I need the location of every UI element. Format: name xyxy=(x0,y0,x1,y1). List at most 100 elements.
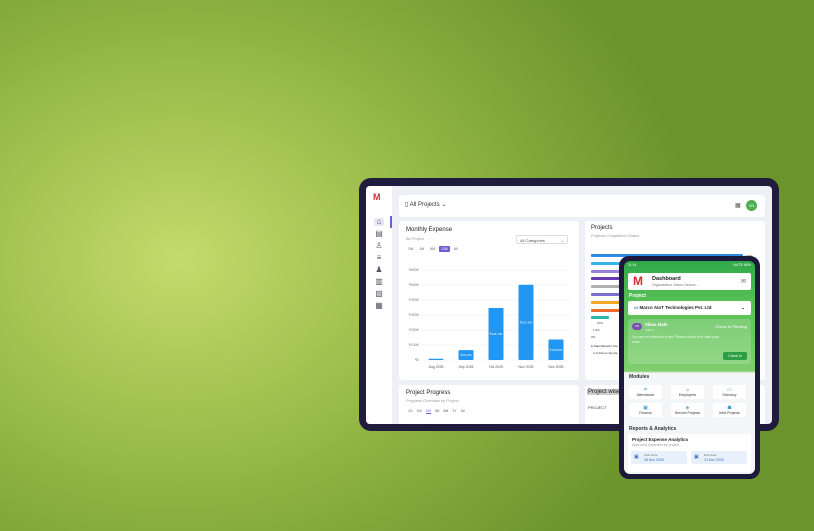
modules-title: Modules xyxy=(629,374,650,380)
bar[interactable] xyxy=(428,358,444,360)
module-attendance[interactable]: ⌗ Attendance xyxy=(629,385,662,399)
card-title: Project Progress xyxy=(406,390,451,396)
card-title: Projects xyxy=(591,225,613,231)
bar[interactable] xyxy=(518,284,534,360)
module-label: Attendance xyxy=(636,393,655,397)
logo: M xyxy=(373,192,381,202)
end-date-value: 13 Dec 2025 xyxy=(704,458,724,462)
y-tick-label: ₹600K xyxy=(409,268,420,272)
module-icon: ◈ xyxy=(685,405,690,411)
progress-range-tab[interactable]: 1W xyxy=(416,409,422,413)
grid-icon[interactable]: ▦ xyxy=(735,203,741,209)
card-subtitle: Projects Completion Status xyxy=(591,233,640,238)
bar-value-label: 1.6% xyxy=(593,328,600,332)
card-subtitle: All Project xyxy=(406,236,425,241)
bar[interactable] xyxy=(548,339,564,360)
module-employees[interactable]: ☺ Employees xyxy=(671,385,704,399)
y-tick-label: ₹0 xyxy=(415,358,419,362)
range-tab[interactable]: All xyxy=(453,247,458,251)
y-tick-label: ₹200K xyxy=(409,328,420,332)
card-subtitle: Progress Overview by Project xyxy=(406,398,459,403)
notification-icon[interactable]: ✉ xyxy=(740,279,746,285)
calendar-icon: ▣ xyxy=(634,454,639,460)
project-select[interactable]: ▭ Marco AIoT Technologies Pvt. Ltd ⌄ xyxy=(628,301,751,315)
sidebar: M ⌂ ▤ ♙ ≡ ♟ ▥ ▧ ▦ xyxy=(366,186,392,424)
column-header: PROJECT xyxy=(588,405,607,410)
y-tick-label: ₹500K xyxy=(409,283,420,287)
module-infra-projects[interactable]: ☗ Infra Projects xyxy=(713,403,746,417)
bar-data-label: ₹65.42K xyxy=(460,353,471,357)
start-date-field[interactable]: ▣ Start Date 28 Nov 2025 xyxy=(631,451,687,464)
expense-analytics-card: Project Expense Analytics Approved expen… xyxy=(628,434,751,472)
logo: M xyxy=(633,274,643,288)
project-selector-label: All Projects xyxy=(409,202,440,208)
bar-data-label: ₹501.41K xyxy=(519,320,532,324)
progress-range-tab[interactable]: 1Y xyxy=(452,409,457,413)
document-icon[interactable]: ▤ xyxy=(375,229,383,238)
start-date-label: Start Date xyxy=(644,453,658,457)
project-bar[interactable] xyxy=(591,254,743,257)
end-date-field[interactable]: ▣ End Date 13 Dec 2025 xyxy=(691,451,747,464)
analytics-subtitle: Approved expenses by project xyxy=(632,443,680,447)
range-tab[interactable]: 1W xyxy=(408,247,414,251)
range-tab[interactable]: 1M xyxy=(419,247,425,251)
range-tab[interactable]: 12M xyxy=(439,246,450,252)
phone-mockup: 11:14 VoLTE 65% M Dashboard Organization… xyxy=(619,256,760,479)
x-tick-label: Sep 2025 xyxy=(459,365,474,369)
expense-bar-chart: ₹0 ₹100K ₹200K ₹300K ₹400K ₹500K ₹600K Aug 2025… xyxy=(409,268,571,369)
range-tabs: 1W 1M 6M 12M All xyxy=(406,246,460,252)
card-title: Monthly Expense xyxy=(406,227,453,233)
module-icon: ☺ xyxy=(684,387,691,393)
progress-range-tab[interactable]: All xyxy=(460,409,465,413)
progress-range-tab[interactable]: 1M xyxy=(425,409,431,414)
project-selector[interactable]: ▯ All Projects ⌄ xyxy=(405,202,447,208)
calendar-icon[interactable]: ▦ xyxy=(375,301,383,310)
module-label: Finance xyxy=(639,411,652,415)
module-finance[interactable]: ▣ Finance xyxy=(629,403,662,417)
project-bar[interactable] xyxy=(591,316,610,320)
status-right: VoLTE 65% xyxy=(732,263,751,267)
bar-value-label: 10% xyxy=(597,321,604,325)
module-icon: ⌗ xyxy=(644,387,647,393)
progress-range-tab[interactable]: 6M xyxy=(443,409,449,413)
x-tick-label: Dec 2025 xyxy=(549,365,564,369)
project-progress-card: Project Progress Progress Overview by Pr… xyxy=(399,385,579,424)
trash-icon[interactable]: ▥ xyxy=(375,277,383,286)
checkin-card: VN Vikas Nale Admin Check In Pending You… xyxy=(628,319,751,364)
bar[interactable] xyxy=(458,350,474,360)
category-select[interactable]: All Categories ⌄ xyxy=(516,235,568,244)
list-icon[interactable]: ≡ xyxy=(376,253,382,262)
reports-title: Reports & Analytics xyxy=(629,426,677,432)
x-tick-label: Oct 2025 xyxy=(489,365,503,369)
progress-range-tabs: 1D 1W 1M 3M 6M 1Y All xyxy=(408,409,465,414)
user-icon[interactable]: ♙ xyxy=(375,241,383,250)
card-title: Project wise E... xyxy=(587,389,633,395)
avatar[interactable]: VN xyxy=(746,200,757,211)
report-icon[interactable]: ▧ xyxy=(375,289,383,298)
category-select-value: All Categories xyxy=(520,238,545,243)
users-icon[interactable]: ♟ xyxy=(375,265,383,274)
calendar-icon: ▣ xyxy=(694,454,699,460)
active-indicator xyxy=(390,216,392,228)
bar[interactable] xyxy=(488,307,504,360)
project-label: Project xyxy=(629,293,646,299)
legend-item: ■ Raja Bahadur Inte... xyxy=(591,344,621,348)
dashboard-title: Dashboard xyxy=(652,276,681,282)
home-icon[interactable]: ⌂ xyxy=(374,218,384,226)
progress-range-tab[interactable]: 1D xyxy=(408,409,413,413)
range-tab[interactable]: 6M xyxy=(430,247,435,251)
bar-value-label: 0% xyxy=(591,335,596,339)
check-in-button[interactable]: Check In xyxy=(723,352,747,360)
module-service-projects[interactable]: ◈ Service Projects xyxy=(671,403,704,417)
organization: Organization: Marco Secure ... xyxy=(652,283,700,287)
progress-range-tab[interactable]: 3M xyxy=(434,409,440,413)
checkin-message: You are not checked in yet. Please check… xyxy=(632,335,720,344)
status-time: 11:14 xyxy=(628,263,637,267)
legend-label: Kohinoor Sports... xyxy=(595,351,620,355)
y-tick-label: ₹400K xyxy=(409,298,420,302)
module-label: Directory xyxy=(722,393,737,397)
bar-data-label: ₹346.73K xyxy=(489,332,502,336)
module-directory[interactable]: ▭ Directory xyxy=(713,385,746,399)
end-date-label: End Date xyxy=(704,453,717,457)
y-tick-label: ₹100K xyxy=(409,343,420,347)
